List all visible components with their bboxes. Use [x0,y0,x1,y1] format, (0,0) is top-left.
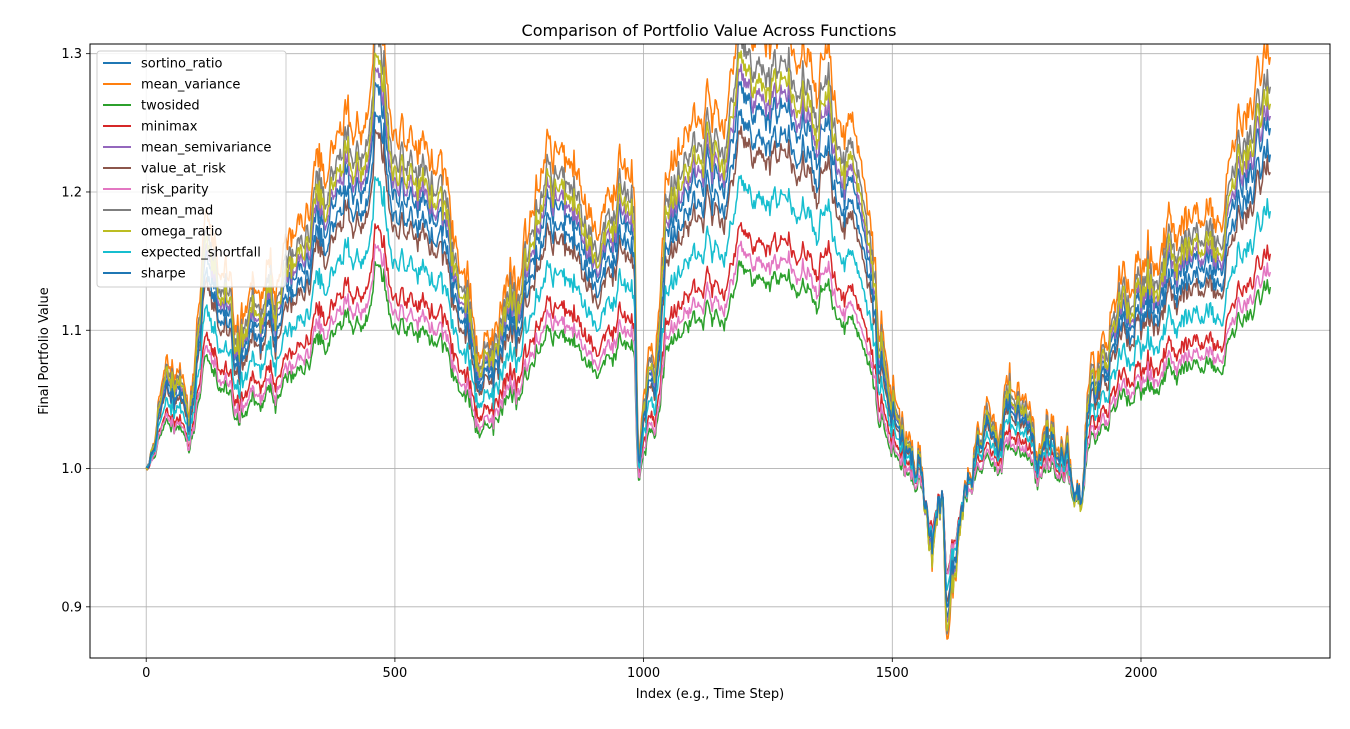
y-tick-label: 1.0 [61,462,82,477]
legend-label: value_at_risk [141,162,226,177]
series-lines [145,44,1272,640]
x-tick-label: 500 [382,666,407,681]
x-tick-label: 0 [142,666,150,681]
y-axis-label: Final Portfolio Value [37,287,52,414]
y-tick-label: 1.2 [61,185,82,200]
x-tick-label: 1000 [627,666,660,681]
legend-label: mean_variance [141,78,240,93]
legend-box [96,50,287,288]
chart-title: Comparison of Portfolio Value Across Fun… [522,21,897,40]
legend-label: minimax [141,120,198,135]
legend-label: expected_shortfall [141,246,261,261]
x-tick-label: 2000 [1124,666,1157,681]
axis-ticks: 0 500 1000 1500 2000 0.9 1.0 1.1 1.2 1.3 [61,47,1157,681]
legend-label: sortino_ratio [141,57,222,72]
legend-label: risk_parity [141,183,209,198]
plot-frame [89,43,1331,659]
legend-label: mean_semivariance [141,141,271,156]
y-tick-label: 0.9 [61,600,82,615]
y-tick-label: 1.1 [61,324,82,339]
x-axis-label: Index (e.g., Time Step) [636,687,784,702]
legend-label: mean_mad [141,204,213,219]
y-tick-label: 1.3 [61,47,82,62]
legend-label: sharpe [141,267,186,282]
x-tick-label: 1500 [876,666,909,681]
legend-label: omega_ratio [141,225,222,240]
legend-label: twosided [141,99,200,114]
legend: sortino_ratio mean_variance twosided minima… [96,50,287,288]
grid-lines [90,44,1330,658]
series-line-sharpe [145,108,1272,608]
